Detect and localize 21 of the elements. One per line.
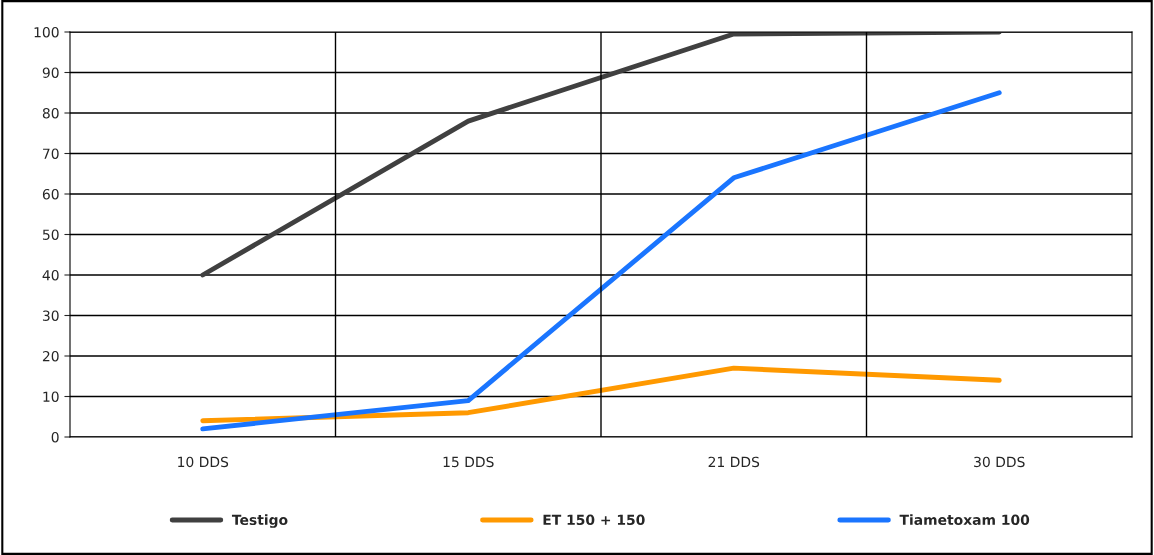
y-tick-label: 90 [42,67,59,78]
y-tick-label: 60 [42,188,59,200]
x-tick-label: 30 DDS [974,456,1025,468]
line-series [200,365,1002,424]
y-tick-label: 20 [42,350,59,362]
x-tick-label: 21 DDS [708,456,760,468]
y-tick-label: 70 [43,148,59,159]
x-tick-label: 15 DDS [443,456,494,468]
line-series [200,90,1002,432]
y-tick-label: 10 [43,391,59,402]
x-tick-label: 10 DDS [178,456,229,468]
legend-label: Testigo [231,514,288,528]
y-tick-label: 50 [42,229,59,240]
y-tick-label: 80 [42,107,59,119]
y-tick-label: 30 [42,310,59,321]
legend-label: Tiametoxam 100 [899,514,1030,526]
line-series [200,32,1002,278]
y-tick-label: 0 [51,431,59,443]
y-tick-label: 40 [42,269,59,281]
y-tick-label: 100 [34,26,59,38]
legend-label: ET 150 + 150 [543,514,645,526]
